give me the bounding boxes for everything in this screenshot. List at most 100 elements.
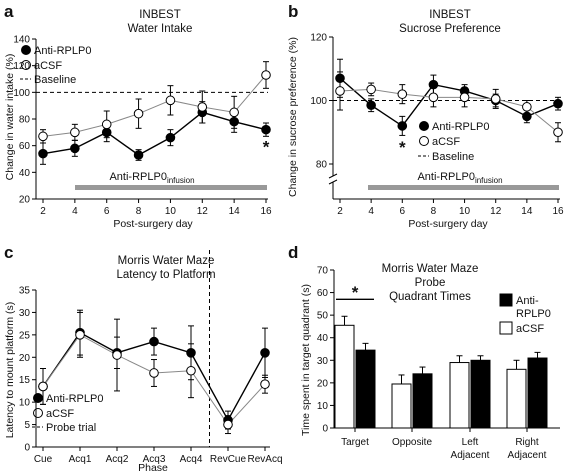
x-tick-label: 2 — [337, 206, 343, 217]
legend-label-anti: Anti- — [516, 295, 539, 307]
x-tick-label: Acq3 — [143, 454, 166, 465]
legend-label-acsf: aCSF — [46, 408, 74, 420]
data-point-open — [38, 381, 48, 392]
y-tick-label: 35 — [19, 286, 31, 297]
panel-a-infusion: Anti-RPLP0infusion — [75, 171, 267, 190]
significance-star: * — [399, 138, 406, 157]
infusion-label: Anti-RPLP0infusion — [109, 171, 194, 185]
legend-swatch-acsf — [499, 321, 513, 335]
panel-b: b INBEST Sucrose Preference Change in su… — [287, 2, 564, 230]
data-point-filled — [186, 348, 196, 358]
legend-filled-marker — [33, 393, 43, 403]
bar-anti-rplp0 — [355, 349, 376, 429]
data-point-filled — [397, 121, 408, 131]
x-tick-label: 16 — [552, 206, 564, 217]
significance-star: * — [263, 137, 270, 156]
y-tick-label: 70 — [317, 266, 329, 277]
legend-label-anti-rplp0: Anti-RPLP0 — [46, 393, 103, 405]
legend-filled-marker — [419, 121, 429, 131]
data-point-open — [428, 92, 439, 103]
series-line-anti-rplp0 — [42, 111, 267, 156]
legend-label-probe-trial: Probe trial — [46, 422, 96, 434]
panel-b-ylabel: Change in sucrose preference (%) — [287, 37, 299, 197]
x-tick-label: Acq2 — [106, 454, 129, 465]
panel-letter-c: c — [4, 243, 13, 262]
panel-a-ylabel: Change in water intake (%) — [4, 54, 16, 181]
x-tick-label: Adjacent — [508, 450, 547, 461]
bar-acsf — [449, 362, 470, 429]
bar-acsf — [506, 368, 527, 429]
data-point-filled — [38, 148, 48, 159]
data-point-open — [223, 419, 233, 430]
y-tick-label: 60 — [317, 288, 329, 299]
series-line-acsf — [339, 88, 559, 133]
x-tick-label: Left — [462, 437, 479, 448]
data-point-open — [366, 84, 376, 95]
data-point-open — [397, 89, 408, 99]
panel-letter-a: a — [4, 2, 14, 21]
panel-b-title: INBEST — [429, 9, 471, 21]
panel-a-subtitle: Water Intake — [128, 23, 193, 35]
x-tick-label: Target — [341, 437, 369, 448]
data-point-open — [553, 127, 563, 138]
data-point-open — [149, 368, 159, 378]
data-point-filled — [229, 116, 239, 127]
data-point-open — [260, 379, 270, 390]
x-tick-label: 2 — [40, 206, 46, 217]
data-point-open — [522, 102, 532, 112]
panel-letter-b: b — [288, 2, 298, 21]
data-point-filled — [260, 348, 270, 358]
series-line-anti-rplp0 — [339, 77, 559, 127]
panel-d: d Morris Water Maze Probe Quadrant Times… — [288, 243, 560, 461]
panel-a: a INBEST Water Intake Change in water in… — [4, 2, 272, 230]
x-tick-label: 12 — [197, 206, 209, 217]
legend-label-acsf: aCSF — [34, 60, 62, 72]
data-point-filled — [366, 100, 376, 111]
y-tick-label: 80 — [19, 115, 31, 126]
series-line-acsf — [42, 74, 267, 137]
legend-label-acsf: aCSF — [432, 136, 460, 148]
data-point-open — [261, 70, 271, 80]
y-tick-label: 40 — [317, 333, 329, 344]
y-tick-label: 10 — [19, 398, 31, 409]
panel-a-title: INBEST — [139, 9, 181, 21]
data-point-filled — [553, 98, 563, 109]
data-point-open — [70, 127, 80, 138]
data-point-filled — [149, 336, 159, 347]
legend-label-acsf: aCSF — [516, 323, 544, 335]
y-tick-label: 15 — [19, 375, 31, 386]
panel-d-subtitle: Probe — [415, 277, 446, 289]
y-tick-label: 20 — [317, 378, 329, 389]
legend-label-baseline: Baseline — [432, 151, 474, 163]
x-tick-label: Acq1 — [69, 454, 92, 465]
legend-label-anti-rplp0: Anti-RPLP0 — [432, 121, 489, 133]
panel-b-plot: 80 100 120 2 4 6 8 10 12 14 16 * — [310, 33, 564, 218]
panel-a-plot: 20 40 60 80 100 120 140 2 4 6 8 10 12 14 16 * — [13, 35, 272, 218]
panel-b-subtitle: Sucrose Preference — [399, 23, 501, 35]
panel-c-ylabel: Latency to mount platform (s) — [4, 302, 16, 439]
infusion-label: Anti-RPLP0infusion — [417, 171, 502, 185]
bar-anti-rplp0 — [527, 357, 548, 429]
panel-a-legend: Anti-RPLP0 aCSF Baseline — [20, 45, 91, 86]
x-tick-label: 4 — [72, 206, 78, 217]
y-tick-label: 60 — [19, 141, 31, 152]
x-tick-label: Adjacent — [451, 450, 490, 461]
data-point-filled — [101, 127, 112, 138]
data-point-filled — [522, 111, 532, 122]
panel-b-infusion: Anti-RPLP0infusion — [368, 171, 559, 190]
legend-open-marker — [419, 136, 429, 146]
y-tick-label: 40 — [19, 168, 31, 179]
panel-b-legend: Anti-RPLP0 aCSF Baseline — [418, 121, 489, 163]
y-tick-label: 100 — [310, 96, 327, 107]
panel-a-xlabel: Post-surgery day — [113, 218, 193, 230]
y-tick-label: 25 — [19, 330, 31, 341]
data-point-filled — [335, 73, 345, 84]
y-tick-label: 10 — [317, 401, 329, 412]
y-tick-label: 0 — [24, 443, 30, 454]
legend-swatch-anti-rplp0 — [499, 293, 513, 307]
data-point-open — [197, 102, 208, 112]
y-tick-label: 80 — [316, 160, 328, 171]
data-point-open — [75, 330, 85, 340]
infusion-bar — [368, 185, 559, 190]
data-point-open — [38, 131, 48, 142]
